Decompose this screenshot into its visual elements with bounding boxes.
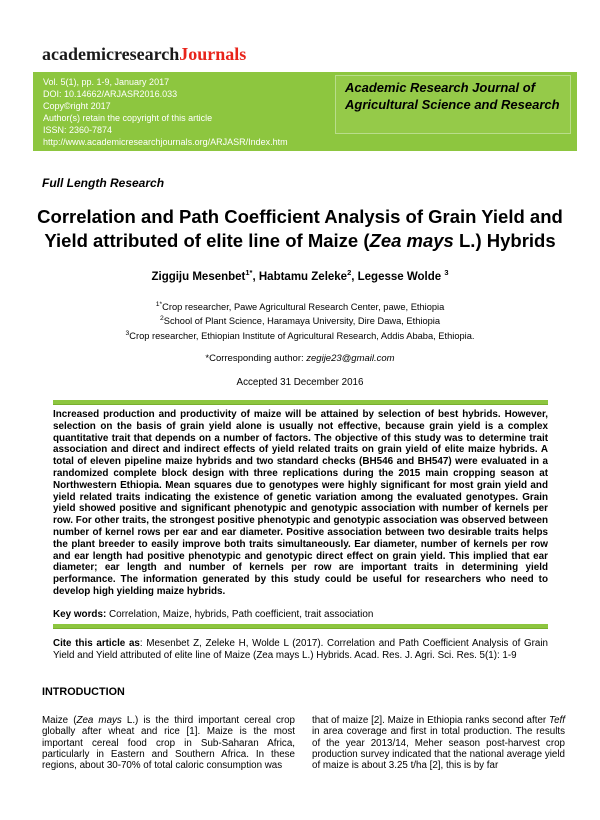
header-info-block: Vol. 5(1), pp. 1-9, January 2017 DOI: 10… <box>33 72 335 136</box>
author-sup: 1* <box>245 268 253 277</box>
keywords-label: Key words: <box>53 608 107 620</box>
author-sup: 2 <box>347 268 352 277</box>
title-species-italic: Zea mays <box>369 230 454 251</box>
header-top-row: Vol. 5(1), pp. 1-9, January 2017 DOI: 10… <box>33 72 577 136</box>
intro-column-right: that of maize [2]. Maize in Ethiopia ran… <box>312 715 565 772</box>
title-text: Correlation and Path Coefficient Analysi… <box>37 206 563 251</box>
journal-name: Academic Research Journal of Agricultura… <box>345 80 560 112</box>
affiliations-block: 1*Crop researcher, Pawe Agricultural Res… <box>0 299 600 342</box>
abstract-section: Increased production and productivity of… <box>53 400 548 662</box>
header-rights-line: Author(s) retain the copyright of this a… <box>43 113 213 123</box>
abstract-text: Increased production and productivity of… <box>53 409 548 597</box>
header-issn-line: ISSN: 2360-7874 <box>43 125 113 135</box>
affiliation-sup: 2 <box>159 315 164 323</box>
keywords-line: Key words: Correlation, Maize, hybrids, … <box>53 609 548 620</box>
introduction-heading: INTRODUCTION <box>42 685 125 698</box>
intro-left-text: Maize ( <box>42 714 77 726</box>
intro-left-species-italic: Zea mays <box>76 714 122 726</box>
author-separator: , <box>252 270 259 283</box>
abstract-divider-bottom <box>53 623 548 629</box>
affiliation-line: 3Crop researcher, Ethiopian Institute of… <box>0 328 600 342</box>
intro-right-text-end: in area coverage and first in total prod… <box>312 726 565 772</box>
corresponding-author-line: *Corresponding author: zegije23@gmail.co… <box>0 353 600 364</box>
affiliation-line: 1*Crop researcher, Pawe Agricultural Res… <box>0 299 600 313</box>
title-text-end: L.) Hybrids <box>453 230 556 251</box>
logo-text-black: academicresearch <box>42 44 180 64</box>
journal-name-box: Academic Research Journal of Agricultura… <box>335 75 571 134</box>
journal-logo: academicresearchJournals <box>42 44 600 64</box>
article-type-label: Full Length Research <box>42 176 165 190</box>
author-sup: 3 <box>444 268 449 277</box>
paper-page: academicresearchJournals Vol. 5(1), pp. … <box>0 44 600 820</box>
author-name: Ziggiju Mesenbet <box>151 270 246 283</box>
author-separator: , <box>351 270 358 283</box>
affiliation-text: School of Plant Science, Haramaya Univer… <box>163 316 441 327</box>
corresponding-email-link[interactable]: zegije23@gmail.com <box>306 353 395 364</box>
author-name: Habtamu Zeleke <box>258 270 348 283</box>
author-name: Legesse Wolde <box>357 270 445 283</box>
citation-text: : Mesenbet Z, Zeleke H, Wolde L (2017). … <box>53 637 548 661</box>
intro-column-left: Maize (Zea mays L.) is the third importa… <box>42 715 295 772</box>
affiliation-line: 2School of Plant Science, Haramaya Unive… <box>0 313 600 327</box>
intro-left-text-end: L.) is the third important cereal crop g… <box>42 714 296 772</box>
citation-label: Cite this article as <box>53 637 140 649</box>
logo-text-red: Journals <box>179 44 247 64</box>
introduction-columns: Maize (Zea mays L.) is the third importa… <box>42 715 565 772</box>
header-volume-line: Vol. 5(1), pp. 1-9, January 2017 <box>43 77 170 87</box>
header-doi-line: DOI: 10.14662/ARJASR2016.033 <box>43 89 178 99</box>
journal-url-link[interactable]: http://www.academicresearchjournals.org/… <box>43 137 288 147</box>
intro-right-text: that of maize [2]. Maize in Ethiopia ran… <box>312 714 550 726</box>
affiliation-text: Crop researcher, Pawe Agricultural Resea… <box>162 301 445 312</box>
header-copyright-line: Copy©right 2017 <box>43 101 111 111</box>
affiliation-sup: 3 <box>125 329 130 337</box>
intro-right-teff-italic: Teff <box>549 714 565 726</box>
keywords-value: Correlation, Maize, hybrids, Path coeffi… <box>106 608 374 620</box>
corresponding-prefix: *Corresponding author: <box>205 353 307 364</box>
abstract-divider-top <box>53 400 548 405</box>
citation-block: Cite this article as: Mesenbet Z, Zeleke… <box>53 638 548 662</box>
introduction-section: INTRODUCTION Maize (Zea mays L.) is the … <box>42 686 565 772</box>
affiliation-sup: 1* <box>155 300 163 308</box>
accepted-date: Accepted 31 December 2016 <box>236 377 364 388</box>
authors-line: Ziggiju Mesenbet1*, Habtamu Zeleke2, Leg… <box>0 268 600 283</box>
article-title: Correlation and Path Coefficient Analysi… <box>33 205 568 253</box>
journal-header-box: Vol. 5(1), pp. 1-9, January 2017 DOI: 10… <box>33 72 577 151</box>
affiliation-text: Crop researcher, Ethiopian Institute of … <box>129 330 475 341</box>
